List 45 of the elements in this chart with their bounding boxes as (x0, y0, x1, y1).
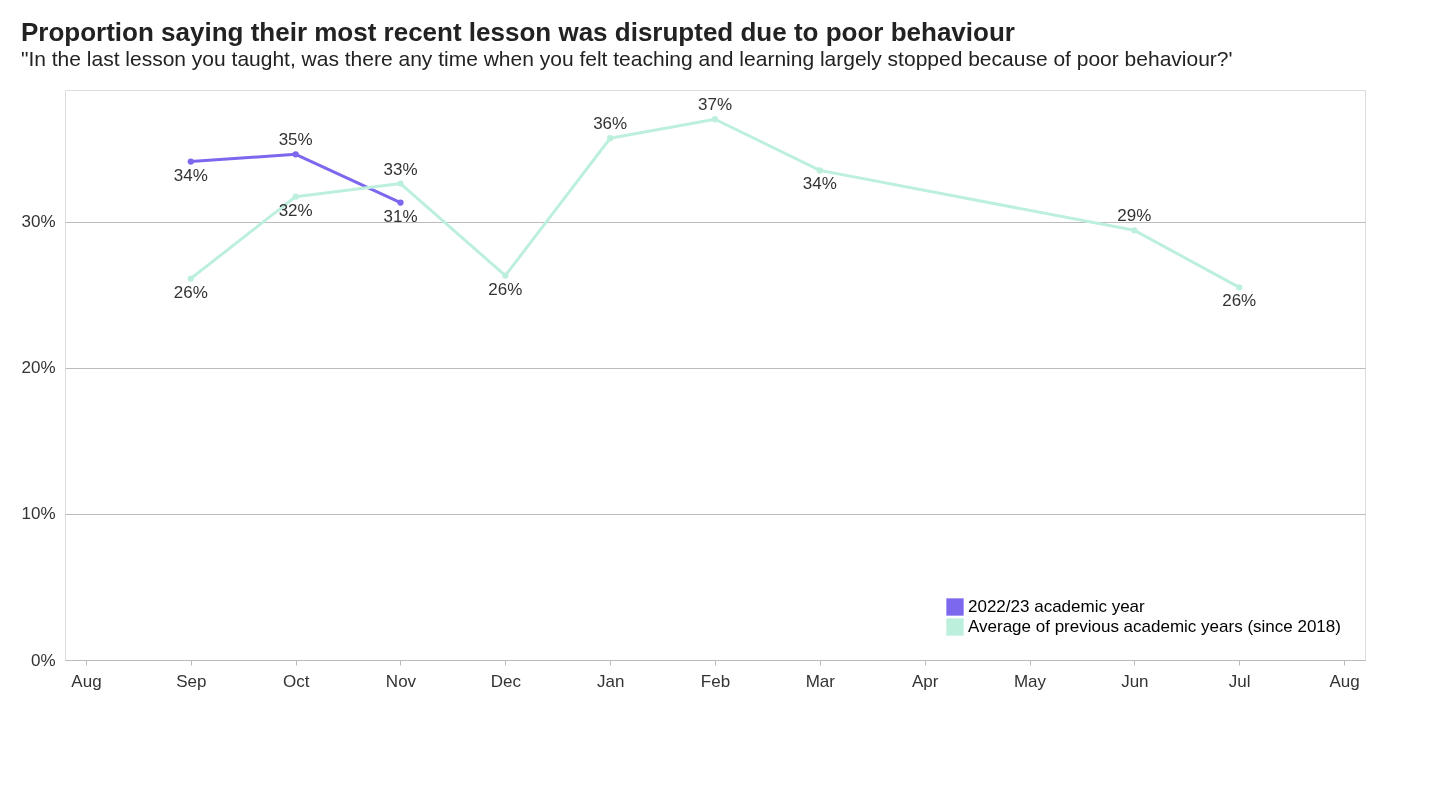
y-tick-label: 30% (21, 212, 56, 232)
x-tick-label: Nov (385, 671, 417, 691)
x-tick-label: Aug (1329, 671, 1360, 691)
point (711, 116, 719, 123)
data-label: 36% (593, 114, 628, 134)
point (292, 193, 299, 200)
x-tick-label: May (1013, 671, 1047, 691)
y-tick-label: 0% (30, 650, 56, 670)
data-label: 37% (697, 95, 733, 115)
data-label: 26% (1222, 291, 1257, 311)
data-label: 34% (173, 165, 208, 185)
legend-label: Average of previous academic years (since 2018) (968, 617, 1341, 636)
x-tick-label: Oct (282, 671, 310, 691)
legend-label: 2022/23 academic year (968, 597, 1146, 616)
point (397, 199, 404, 206)
point (607, 135, 614, 142)
x-tick-label: Jan (596, 671, 625, 691)
x-tick-label: Aug (71, 671, 102, 691)
x-tick-label: Feb (700, 671, 731, 691)
x-tick-label: Jul (1228, 671, 1251, 691)
x-tick-label: Sep (176, 671, 207, 691)
x-tick-label: Jun (1121, 671, 1149, 691)
point (187, 275, 194, 282)
x-tick-label: Mar (805, 671, 836, 691)
y-tick-label: 10% (21, 504, 56, 524)
point (292, 151, 299, 158)
x-tick-label: Dec (490, 671, 522, 691)
point (1131, 227, 1138, 234)
point (502, 272, 509, 279)
y-tick-label: 20% (21, 358, 56, 378)
data-label: 26% (173, 282, 208, 302)
chart-title: Proportion saying their most recent lesson was disrupted due to poor behaviour (20, 17, 1015, 47)
point (816, 167, 823, 174)
data-label: 29% (1117, 206, 1152, 226)
point (1236, 284, 1243, 291)
data-label: 26% (488, 279, 523, 299)
chart-subtitle: "In the last lesson you taught, was there any time when you felt teaching and learning largely stopped because of poor behaviour?' (20, 47, 1233, 70)
x-tick-label: Apr (911, 671, 939, 691)
point (397, 180, 404, 187)
data-label: 33% (383, 159, 418, 179)
data-label: 32% (278, 200, 313, 220)
point (187, 158, 194, 165)
data-label: 35% (278, 130, 313, 150)
data-label: 34% (802, 174, 837, 194)
data-label: 31% (383, 206, 418, 226)
